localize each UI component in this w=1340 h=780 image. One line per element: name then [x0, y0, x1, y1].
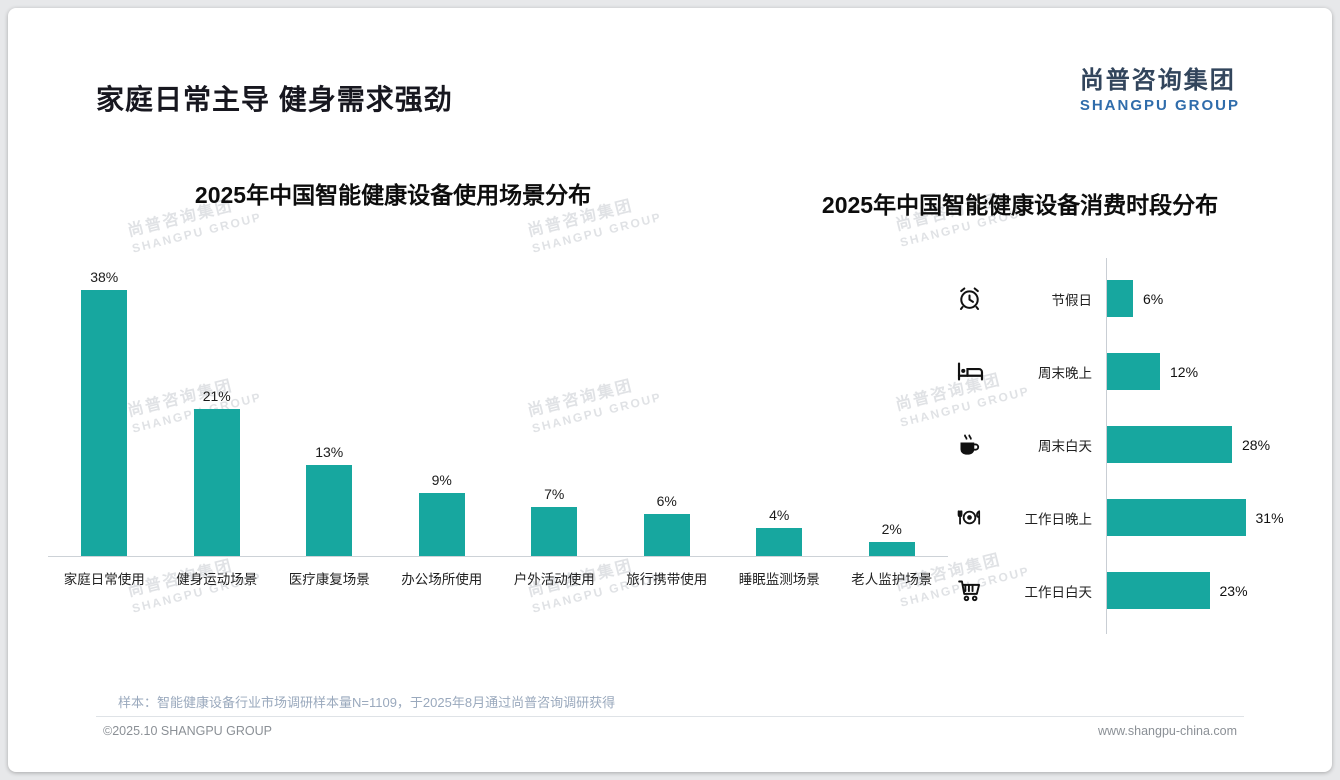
bar: [531, 507, 578, 556]
bar-slot: 2%: [836, 521, 949, 556]
bar-value-label: 21%: [202, 388, 231, 404]
time-category-label: 工作日白天: [1024, 584, 1093, 600]
bar-value-label: 6%: [1143, 290, 1164, 307]
bar-value-label: 2%: [881, 521, 902, 537]
bar-slot: 6%: [611, 493, 724, 556]
category-label: 家庭日常使用: [63, 572, 145, 587]
left-chart-title: 2025年中国智能健康设备使用场景分布: [194, 182, 592, 208]
category-label: 办公场所使用: [401, 572, 483, 587]
category-label: 医疗康复场景: [288, 572, 370, 587]
time-slot-bar-chart: 节假日 6% 周末晚上 12% 周末白天 28% 工作日晚上 31% 工作日白天 23%: [956, 258, 1326, 634]
bar-value-label: 9%: [431, 472, 452, 488]
coffee-icon: [956, 432, 992, 458]
time-category-label: 周末晚上: [1038, 365, 1092, 381]
bar: [643, 514, 690, 556]
bar-value-label: 28%: [1242, 436, 1271, 453]
bar-value-label: 7%: [544, 486, 565, 502]
usage-scenario-bar-chart: 38% 21% 13% 9% 7% 6% 4% 2%: [48, 253, 948, 557]
time-category-label: 周末白天: [1038, 438, 1092, 454]
bar-value-label: 23%: [1219, 582, 1248, 599]
logo-name-en: SHANGPU GROUP: [1079, 97, 1240, 114]
page-title: 家庭日常主导 健身需求强劲: [96, 84, 453, 115]
bar-value-label: 4%: [769, 507, 790, 523]
slide-card: 尚普咨询集团 SHANGPU GROUP 尚普咨询集团 SHANGPU GROUP 尚普…: [8, 8, 1332, 772]
bar: [1106, 426, 1232, 463]
sample-note: 样本：智能健康设备行业市场调研样本量N=1109，于2025年8月通过尚普咨询调…: [118, 695, 616, 710]
bar-value-label: 31%: [1255, 509, 1284, 526]
category-label: 户外活动使用: [513, 572, 595, 587]
company-logo: 尚普咨询集团 SHANGPU GROUP: [1080, 60, 1240, 114]
right-chart-title: 2025年中国智能健康设备消费时段分布: [821, 192, 1219, 218]
time-category-label: 工作日晚上: [1024, 511, 1093, 527]
bar: [868, 542, 915, 556]
bar: [306, 465, 353, 556]
footer-website: www.shangpu-china.com: [1098, 724, 1237, 738]
category-label: 睡眠监测场景: [738, 572, 820, 587]
footer-copyright: ©2025.10 SHANGPU GROUP: [103, 724, 272, 738]
category-label: 老人监护场景: [851, 572, 933, 587]
bed-icon: [956, 357, 992, 386]
bar-slot: 13%: [273, 444, 386, 556]
time-row: 工作日白天 23%: [956, 554, 1326, 627]
usage-scenario-category-labels: 家庭日常使用 健身运动场景 医疗康复场景 办公场所使用 户外活动使用 旅行携带使用 睡眠监测…: [48, 568, 948, 588]
bar: [1106, 353, 1160, 390]
bar: [1106, 572, 1210, 609]
bar-slot: 9%: [386, 472, 499, 556]
bar-value-label: 13%: [315, 444, 344, 460]
dining-icon: [956, 504, 992, 531]
bar-slot: 21%: [161, 388, 274, 556]
time-row: 工作日晚上 31%: [956, 481, 1326, 554]
category-label: 旅行携带使用: [626, 572, 708, 587]
bar-slot: 4%: [723, 507, 836, 556]
bar: [193, 409, 240, 556]
time-row: 周末白天 28%: [956, 408, 1326, 481]
bar-slot: 7%: [498, 486, 611, 556]
bar: [756, 528, 803, 556]
time-row: 周末晚上 12%: [956, 335, 1326, 408]
bar: [1106, 280, 1133, 317]
bar-value-label: 12%: [1170, 363, 1199, 380]
time-chart-axis: [1106, 258, 1107, 634]
footer-divider: [96, 716, 1244, 717]
bar: [1106, 499, 1246, 536]
bar: [81, 290, 128, 556]
category-label: 健身运动场景: [176, 572, 258, 587]
shopping-cart-icon: [956, 577, 992, 604]
logo-name-cn: 尚普咨询集团: [1079, 67, 1236, 94]
bar: [418, 493, 465, 556]
alarm-clock-icon: [956, 285, 992, 312]
time-row: 节假日 6%: [956, 262, 1326, 335]
bar-value-label: 6%: [656, 493, 677, 509]
bar-slot: 38%: [48, 269, 161, 556]
time-category-label: 节假日: [1051, 292, 1093, 308]
bar-value-label: 38%: [90, 269, 119, 285]
